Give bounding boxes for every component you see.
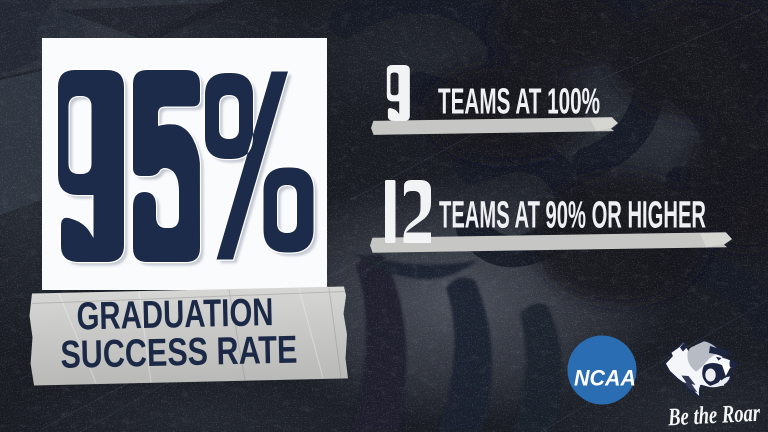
svg-text:SUCCESS RATE: SUCCESS RATE — [60, 329, 298, 377]
svg-text:NCAA: NCAA — [574, 366, 636, 391]
svg-text:TEAMS AT 90% OR HIGHER: TEAMS AT 90% OR HIGHER — [439, 195, 706, 237]
svg-text:GRADUATION: GRADUATION — [76, 291, 274, 338]
svg-text:TEAMS AT 100%: TEAMS AT 100% — [438, 81, 600, 122]
svg-text:Be the Roar: Be the Roar — [667, 400, 761, 432]
